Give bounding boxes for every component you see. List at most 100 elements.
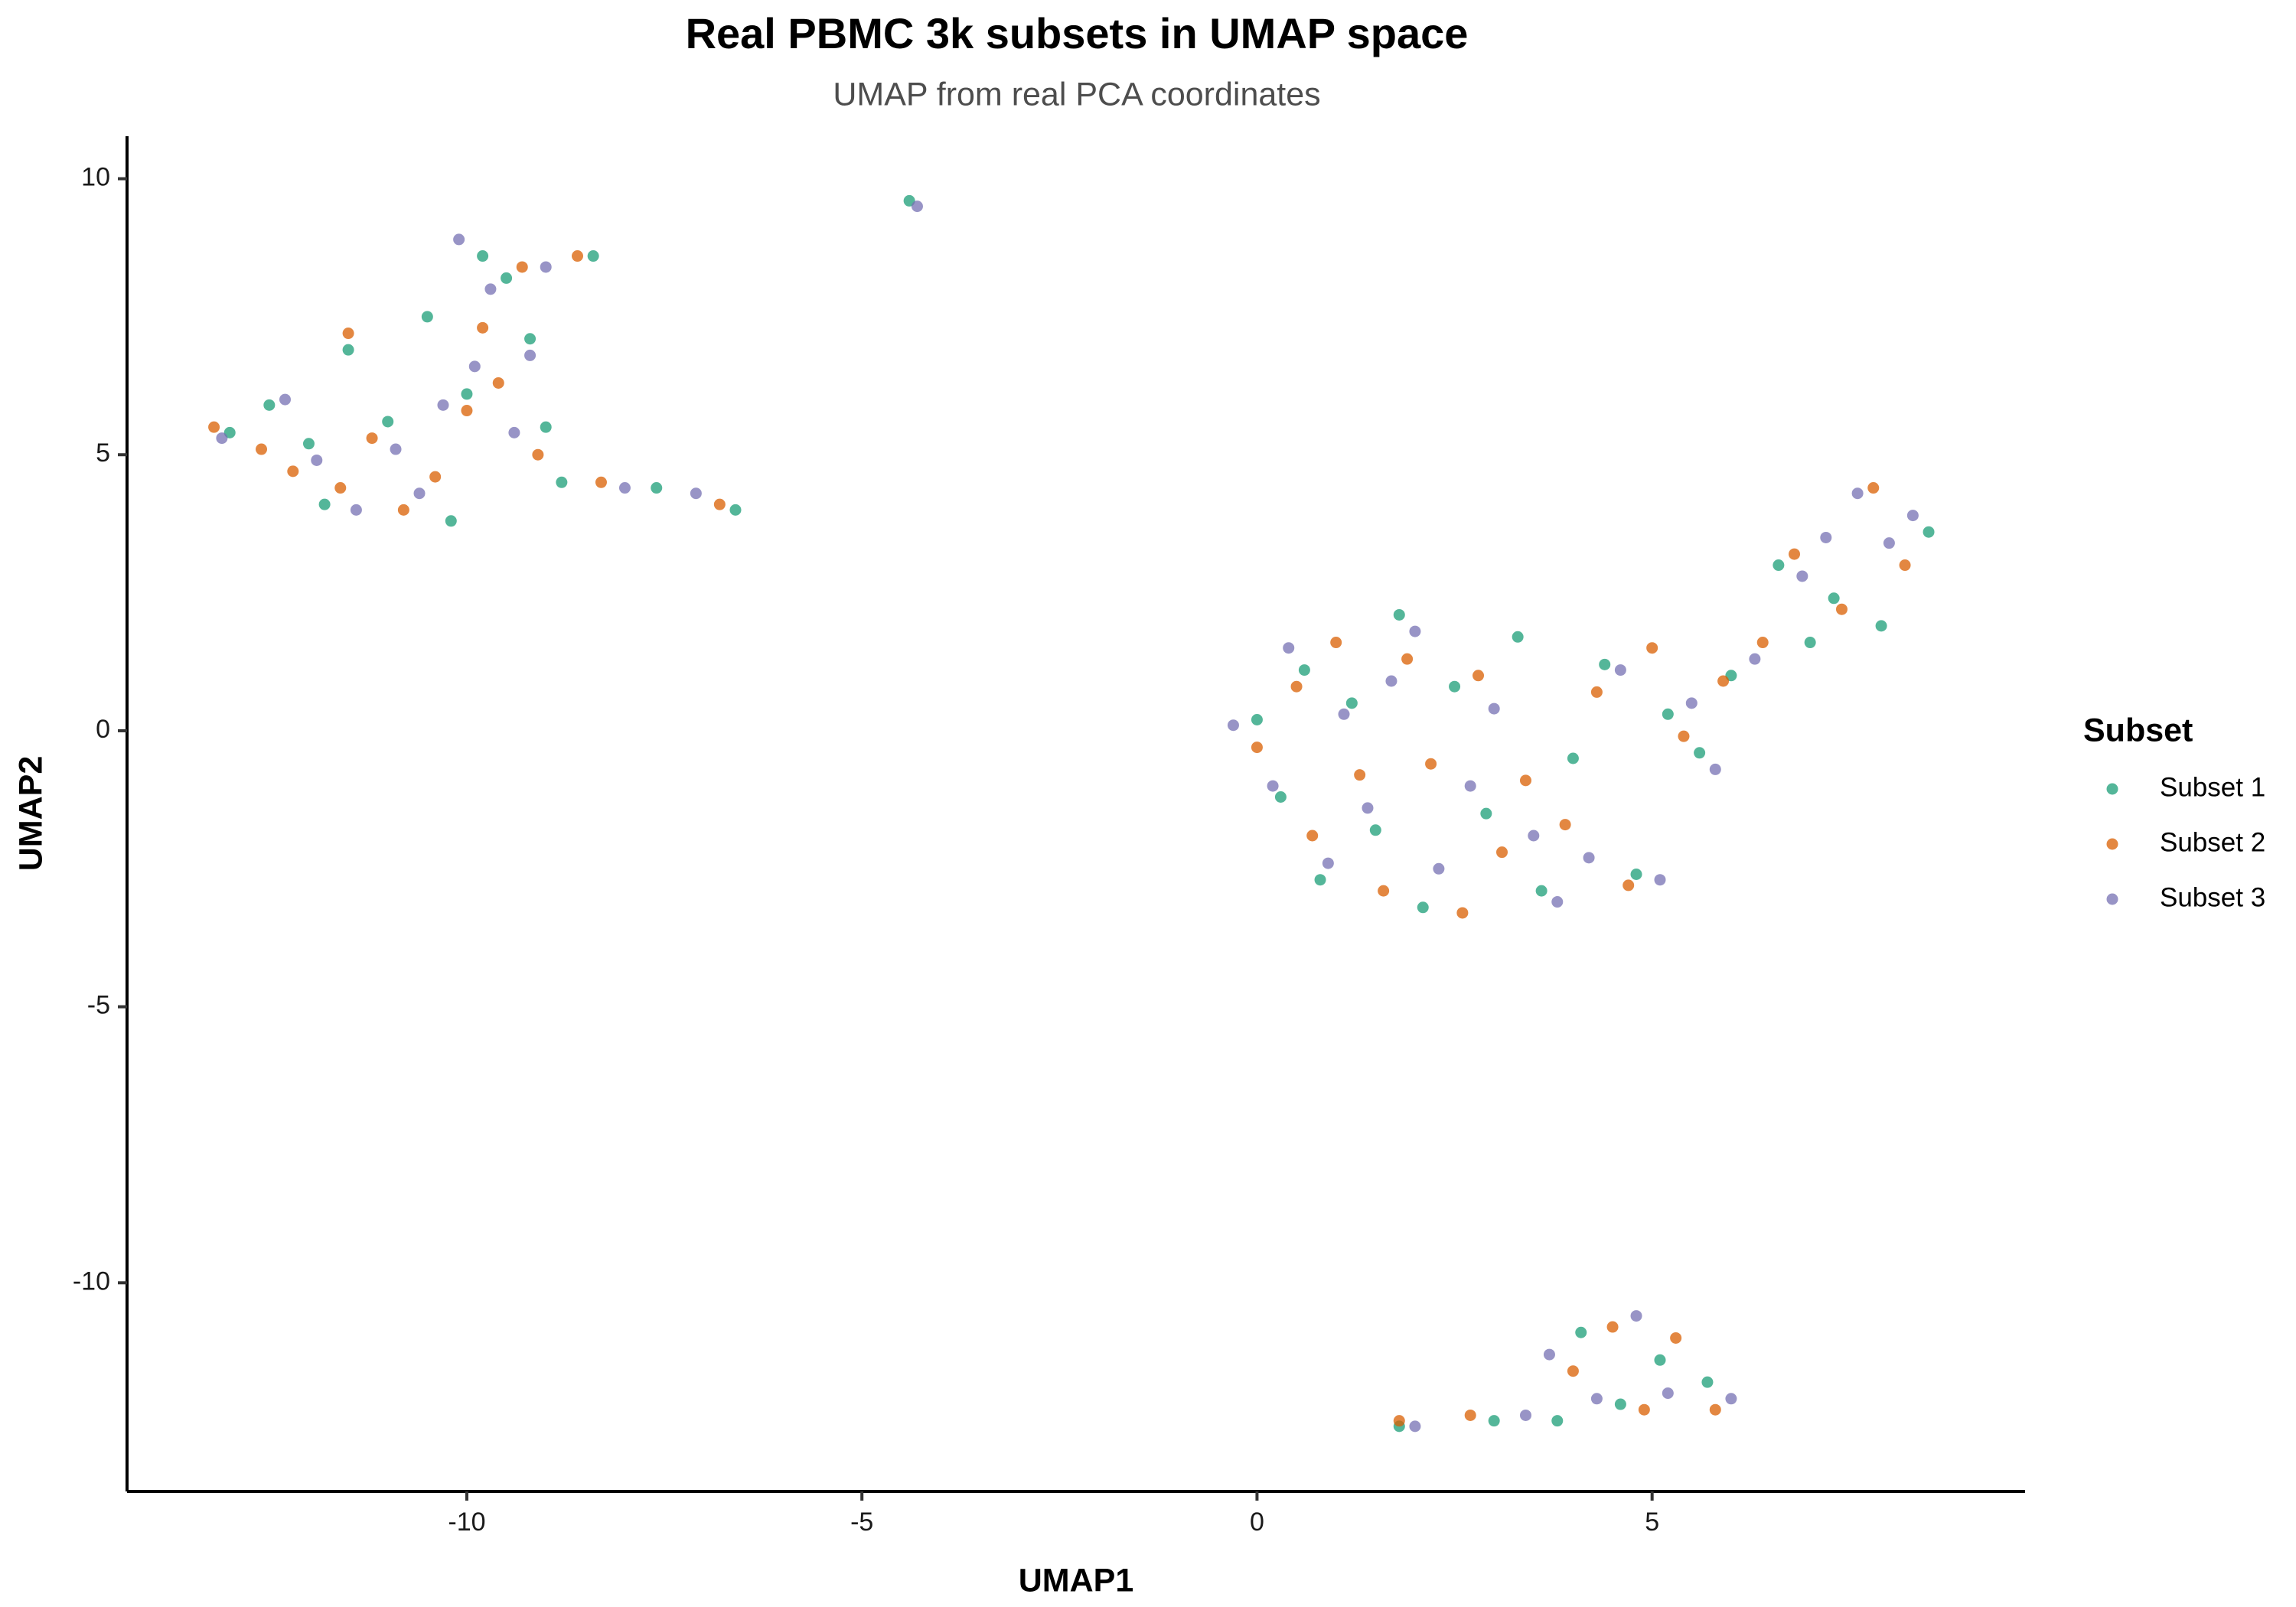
data-point: [1385, 675, 1397, 687]
data-point: [1449, 680, 1461, 693]
data-point: [1756, 637, 1769, 649]
data-point: [1496, 846, 1508, 859]
data-point: [1512, 631, 1524, 643]
data-point: [1694, 747, 1706, 759]
data-point: [1883, 537, 1895, 549]
data-point: [334, 482, 347, 494]
data-point: [618, 482, 631, 494]
data-point: [690, 487, 702, 500]
data-point: [350, 504, 362, 516]
data-point: [1369, 824, 1381, 836]
data-point: [445, 515, 457, 527]
data-point: [1875, 620, 1887, 632]
data-point: [1227, 719, 1239, 732]
data-point: [1433, 862, 1445, 875]
data-point: [1796, 570, 1808, 582]
data-point: [1590, 686, 1603, 698]
data-point: [1535, 885, 1548, 897]
data-point: [1473, 670, 1485, 682]
data-point: [1283, 642, 1295, 654]
y-tick-label: 5: [96, 438, 110, 468]
data-point: [540, 261, 552, 273]
data-point: [1456, 907, 1469, 919]
data-point: [1662, 1387, 1674, 1400]
data-point: [382, 416, 394, 428]
data-point: [461, 388, 473, 400]
data-point: [1749, 653, 1761, 665]
y-tick-label: 10: [81, 163, 110, 192]
y-tick-label: -10: [73, 1266, 110, 1296]
data-point: [1543, 1348, 1555, 1361]
data-point: [1685, 697, 1698, 709]
data-point: [256, 443, 268, 455]
data-point: [651, 482, 663, 494]
legend-label: Subset 2: [2160, 827, 2265, 857]
data-point: [453, 233, 465, 246]
x-tick-label: -10: [448, 1508, 485, 1537]
data-point: [1417, 901, 1429, 914]
data-point: [287, 465, 299, 478]
data-point: [556, 476, 568, 488]
data-point: [911, 200, 923, 213]
legend-marker: [2106, 838, 2118, 850]
data-point: [1906, 510, 1919, 522]
legend-marker: [2106, 893, 2118, 905]
data-point: [1567, 1365, 1579, 1377]
data-point: [1654, 874, 1666, 886]
chart-title: Real PBMC 3k subsets in UMAP space: [686, 9, 1469, 57]
data-point: [1670, 1332, 1682, 1344]
data-point: [1614, 1398, 1626, 1410]
data-point: [1701, 1376, 1714, 1388]
data-point: [390, 443, 402, 455]
data-point: [1638, 1403, 1650, 1416]
data-point: [1583, 852, 1595, 864]
legend-marker: [2106, 783, 2118, 795]
chart-subtitle: UMAP from real PCA coordinates: [833, 76, 1320, 112]
data-point: [397, 504, 409, 516]
data-point: [484, 283, 497, 295]
data-point: [1820, 531, 1832, 543]
data-point: [1488, 702, 1500, 715]
data-point: [1519, 1409, 1531, 1421]
data-point: [468, 360, 481, 373]
data-point: [477, 321, 489, 334]
data-point: [1678, 730, 1690, 742]
data-point: [413, 487, 426, 500]
data-point: [1867, 482, 1880, 494]
data-point: [1528, 830, 1540, 842]
data-point: [1654, 1354, 1666, 1366]
data-point: [1488, 1415, 1500, 1427]
data-point: [524, 333, 536, 345]
data-point: [516, 261, 528, 273]
data-point: [1614, 664, 1626, 676]
data-point: [1789, 548, 1801, 560]
data-point: [508, 426, 520, 438]
data-point: [477, 250, 489, 262]
data-point: [1662, 708, 1674, 720]
data-point: [1551, 896, 1564, 908]
data-point: [587, 250, 599, 262]
data-point: [208, 421, 220, 433]
data-point: [1306, 830, 1319, 842]
data-point: [1251, 742, 1263, 754]
data-point: [1519, 774, 1531, 787]
data-point: [1401, 653, 1414, 665]
data-point: [1646, 642, 1658, 654]
data-point: [713, 498, 726, 510]
data-point: [572, 250, 584, 262]
data-point: [1851, 487, 1864, 500]
data-point: [1409, 1420, 1421, 1433]
data-point: [1559, 819, 1571, 831]
data-point: [421, 311, 433, 323]
data-point: [1251, 714, 1263, 726]
data-point: [1773, 559, 1785, 572]
x-tick-label: 5: [1645, 1508, 1659, 1537]
data-point: [1338, 708, 1350, 720]
data-point: [1290, 680, 1303, 693]
data-point: [366, 432, 378, 445]
data-point: [1606, 1321, 1619, 1333]
data-point: [1354, 769, 1366, 781]
data-point: [1551, 1415, 1564, 1427]
data-point: [1274, 790, 1287, 803]
